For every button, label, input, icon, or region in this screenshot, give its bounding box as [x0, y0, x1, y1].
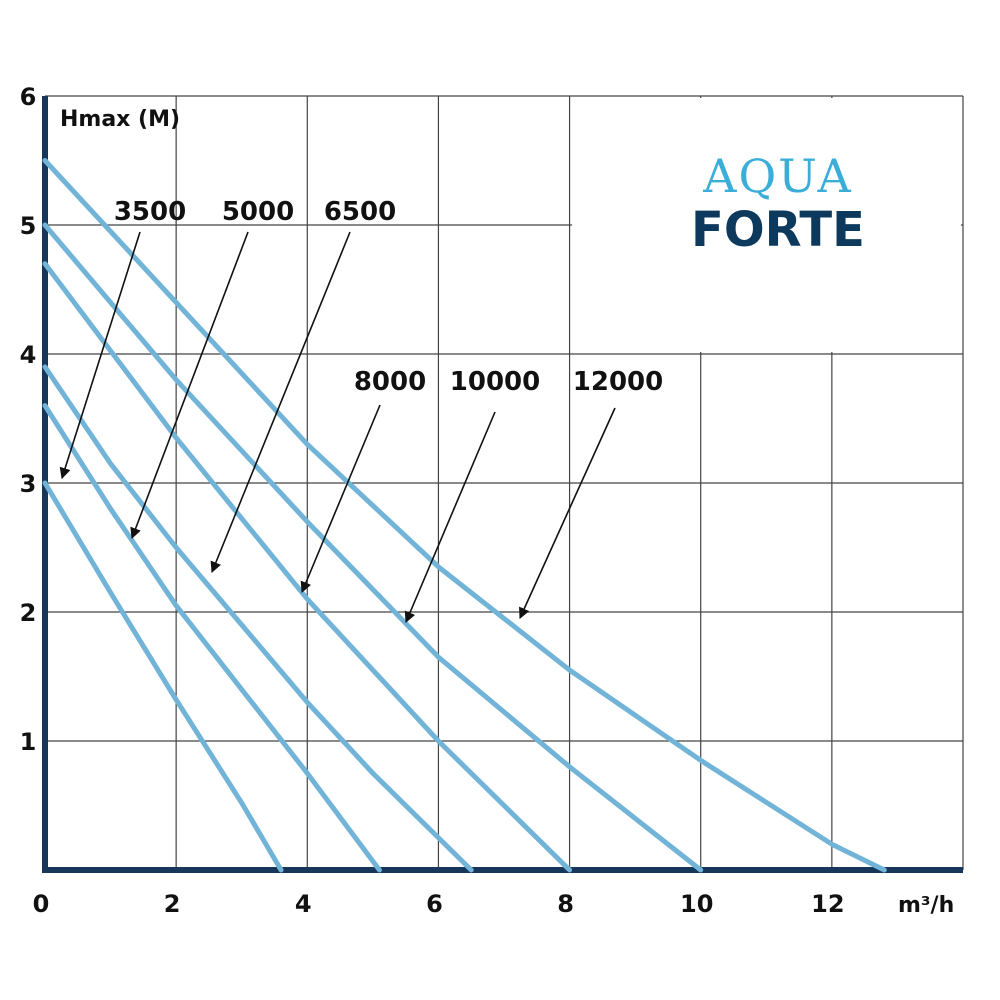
series-label: 3500 — [114, 197, 186, 227]
x-axis-label: m³/h — [898, 893, 954, 918]
logo-background — [572, 98, 961, 352]
label-arrow — [404, 411, 496, 624]
pump-curve — [42, 158, 887, 873]
pump-curve — [42, 222, 704, 873]
label-arrow — [210, 231, 351, 574]
x-tick-label: 0 — [33, 890, 50, 918]
y-tick-label: 4 — [20, 341, 37, 369]
x-tick-label: 6 — [426, 890, 443, 918]
y-tick-label: 2 — [20, 599, 37, 627]
pump-curve — [42, 261, 573, 873]
label-arrow — [59, 231, 141, 480]
y-axis-label: Hmax (M) — [60, 107, 180, 132]
x-tick-label: 4 — [295, 890, 312, 918]
x-tick-label: 2 — [164, 890, 181, 918]
x-tick-label: 8 — [557, 890, 574, 918]
y-tick-label: 5 — [20, 212, 37, 240]
label-arrow — [130, 231, 249, 540]
logo-top: AQUA — [702, 149, 853, 203]
series-label: 6500 — [324, 197, 396, 227]
x-tick-label: 10 — [680, 890, 713, 918]
y-tick-label: 3 — [20, 470, 37, 498]
pump-curve — [42, 480, 284, 873]
pump-curve — [42, 364, 474, 873]
series-label: 8000 — [354, 367, 426, 397]
series-label: 5000 — [222, 197, 294, 227]
label-arrow — [300, 404, 381, 594]
series-label: 10000 — [450, 367, 540, 397]
series-label: 12000 — [573, 367, 663, 397]
logo-bottom: FORTE — [691, 202, 865, 258]
pump-curve — [42, 403, 382, 873]
label-arrow — [519, 407, 616, 620]
y-tick-label: 6 — [20, 83, 37, 111]
y-tick-label: 1 — [20, 728, 37, 756]
x-tick-label: 12 — [811, 890, 844, 918]
